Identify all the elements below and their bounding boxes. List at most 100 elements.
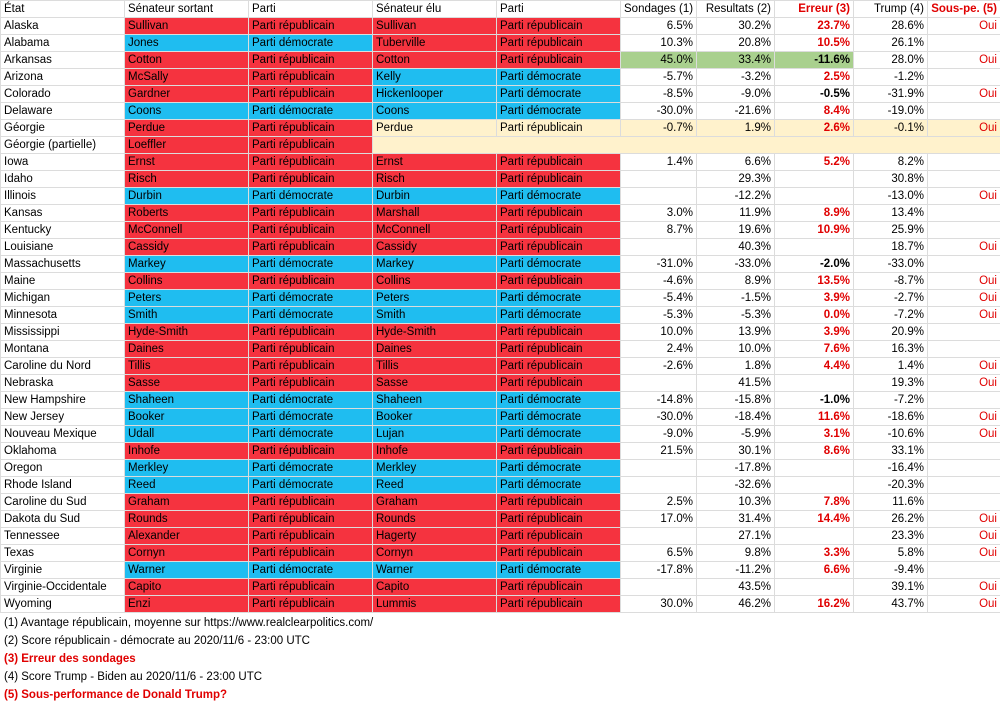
cell-outgoing-party: Parti républicain bbox=[248, 493, 373, 511]
cell-results: 1.9% bbox=[696, 119, 775, 137]
cell-state: Texas bbox=[0, 544, 125, 562]
cell-polls: -0.7% bbox=[620, 119, 697, 137]
header-row: État Sénateur sortant Parti Sénateur élu… bbox=[0, 0, 1000, 18]
cell-error: 8.4% bbox=[774, 102, 854, 120]
header-error: Erreur (3) bbox=[774, 0, 854, 18]
cell-error: 10.5% bbox=[774, 34, 854, 52]
cell-results: -9.0% bbox=[696, 85, 775, 103]
cell-results: 33.4% bbox=[696, 51, 775, 69]
cell-results: 41.5% bbox=[696, 374, 775, 392]
cell-trump: 39.1% bbox=[853, 578, 928, 596]
cell-elected-senator: Lujan bbox=[372, 425, 497, 443]
cell-trump: 23.3% bbox=[853, 527, 928, 545]
cell-results: -18.4% bbox=[696, 408, 775, 426]
cell-error bbox=[774, 374, 854, 392]
cell-outgoing-party: Parti républicain bbox=[248, 119, 373, 137]
table-row: Idaho Risch Parti républicain Risch Parti ré… bbox=[0, 170, 1000, 188]
cell-underperformance bbox=[927, 561, 1000, 579]
cell-polls: -5.4% bbox=[620, 289, 697, 307]
cell-outgoing-senator: Warner bbox=[124, 561, 249, 579]
cell-error: 5.2% bbox=[774, 153, 854, 171]
cell-elected-senator: Warner bbox=[372, 561, 497, 579]
cell-polls: 2.5% bbox=[620, 493, 697, 511]
footnote: (4) Score Trump - Biden au 2020/11/6 - 2… bbox=[4, 671, 263, 683]
cell-error: 2.5% bbox=[774, 68, 854, 86]
cell-outgoing-senator: Shaheen bbox=[124, 391, 249, 409]
cell-trump: 18.7% bbox=[853, 238, 928, 256]
cell-polls bbox=[620, 459, 697, 477]
cell-polls bbox=[620, 170, 697, 188]
cell-state: Michigan bbox=[0, 289, 125, 307]
cell-results: -5.3% bbox=[696, 306, 775, 324]
cell-trump: 8.2% bbox=[853, 153, 928, 171]
cell-elected-senator: Merkley bbox=[372, 459, 497, 477]
cell-error: -1.0% bbox=[774, 391, 854, 409]
table-row: Géorgie (partielle) Loeffler Parti républi… bbox=[0, 136, 1000, 154]
cell-outgoing-senator: Cornyn bbox=[124, 544, 249, 562]
table-row: Illinois Durbin Parti démocrate Durbin Parti… bbox=[0, 187, 1000, 205]
cell-results: -32.6% bbox=[696, 476, 775, 494]
cell-state: Virginie-Occidentale bbox=[0, 578, 125, 596]
table-row: New Jersey Booker Parti démocrate Booker Par… bbox=[0, 408, 1000, 426]
cell-polls: 21.5% bbox=[620, 442, 697, 460]
cell-underperformance: Oui bbox=[927, 544, 1000, 562]
cell-outgoing-senator: Gardner bbox=[124, 85, 249, 103]
header-elected-party: Parti bbox=[496, 0, 621, 18]
cell-trump: 28.0% bbox=[853, 51, 928, 69]
cell-outgoing-senator: Udall bbox=[124, 425, 249, 443]
footnote: (2) Score républicain - démocrate au 202… bbox=[4, 635, 310, 647]
table-row: Mississippi Hyde-Smith Parti républicain Hy… bbox=[0, 323, 1000, 341]
cell-elected-party: Parti républicain bbox=[496, 595, 621, 613]
cell-polls: 10.0% bbox=[620, 323, 697, 341]
cell-polls: -4.6% bbox=[620, 272, 697, 290]
cell-outgoing-party: Parti républicain bbox=[248, 442, 373, 460]
cell-polls: 45.0% bbox=[620, 51, 697, 69]
cell-outgoing-party: Parti démocrate bbox=[248, 476, 373, 494]
cell-outgoing-senator: McConnell bbox=[124, 221, 249, 239]
cell-elected-party: Parti démocrate bbox=[496, 408, 621, 426]
footnote: (3) Erreur des sondages bbox=[4, 653, 136, 665]
cell-elected-party: Parti républicain bbox=[496, 442, 621, 460]
cell-state: Idaho bbox=[0, 170, 125, 188]
cell-outgoing-party: Parti républicain bbox=[248, 544, 373, 562]
cell-state: Massachusetts bbox=[0, 255, 125, 273]
cell-error: 8.9% bbox=[774, 204, 854, 222]
cell-error: -0.5% bbox=[774, 85, 854, 103]
cell-elected-senator: Risch bbox=[372, 170, 497, 188]
cell-outgoing-party: Parti républicain bbox=[248, 136, 373, 154]
cell-state: New Hampshire bbox=[0, 391, 125, 409]
cell-state: Dakota du Sud bbox=[0, 510, 125, 528]
cell-error: 3.9% bbox=[774, 289, 854, 307]
cell-outgoing-senator: Ernst bbox=[124, 153, 249, 171]
cell-elected-party: Parti républicain bbox=[496, 153, 621, 171]
cell-outgoing-party: Parti démocrate bbox=[248, 289, 373, 307]
cell-elected-senator: Smith bbox=[372, 306, 497, 324]
cell-elected-party: Parti républicain bbox=[496, 238, 621, 256]
cell-outgoing-party: Parti républicain bbox=[248, 323, 373, 341]
cell-outgoing-party: Parti républicain bbox=[248, 68, 373, 86]
cell-trump: -18.6% bbox=[853, 408, 928, 426]
cell-trump: 16.3% bbox=[853, 340, 928, 358]
cell-trump: 5.8% bbox=[853, 544, 928, 562]
cell-outgoing-party: Parti républicain bbox=[248, 527, 373, 545]
table-row: Virginie-Occidentale Capito Parti républic… bbox=[0, 578, 1000, 596]
table-row: Oklahoma Inhofe Parti républicain Inhofe Par… bbox=[0, 442, 1000, 460]
cell-outgoing-senator: Tillis bbox=[124, 357, 249, 375]
cell-results: 30.1% bbox=[696, 442, 775, 460]
cell-results: 8.9% bbox=[696, 272, 775, 290]
cell-state: Géorgie bbox=[0, 119, 125, 137]
cell-elected-party: Parti républicain bbox=[496, 578, 621, 596]
cell-outgoing-senator: Graham bbox=[124, 493, 249, 511]
cell-trump: 25.9% bbox=[853, 221, 928, 239]
cell-outgoing-senator: McSally bbox=[124, 68, 249, 86]
cell-elected-party: Parti républicain bbox=[496, 374, 621, 392]
cell-trump: -8.7% bbox=[853, 272, 928, 290]
cell-polls: 3.0% bbox=[620, 204, 697, 222]
cell-elected-senator: Tuberville bbox=[372, 34, 497, 52]
table-row: Arizona McSally Parti républicain Kelly Part… bbox=[0, 68, 1000, 86]
cell-underperformance: Oui bbox=[927, 510, 1000, 528]
cell-outgoing-senator: Enzi bbox=[124, 595, 249, 613]
cell-results: 6.6% bbox=[696, 153, 775, 171]
cell-elected-party: Parti démocrate bbox=[496, 68, 621, 86]
cell-polls: -17.8% bbox=[620, 561, 697, 579]
